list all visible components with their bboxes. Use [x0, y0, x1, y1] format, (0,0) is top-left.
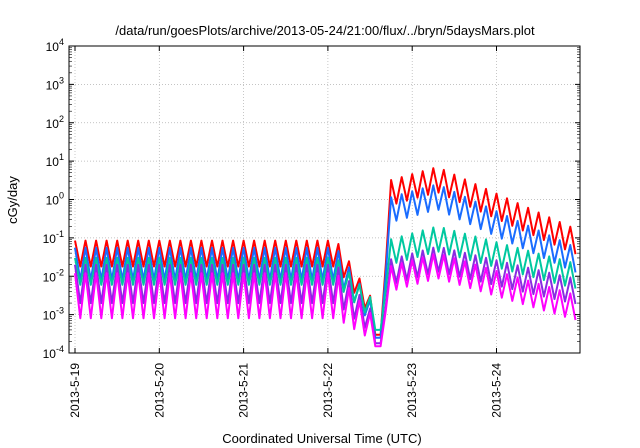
y-axis-label: cGy/day — [5, 176, 20, 224]
y-tick-label: 10-4 — [43, 344, 64, 361]
x-tick-label: 2013-5-20 — [152, 363, 166, 418]
x-tick-label: 2013-5-19 — [68, 363, 82, 418]
series-teal — [74, 226, 577, 331]
y-tick-label: 102 — [46, 114, 64, 131]
series-red — [74, 167, 577, 336]
y-tick-label: 104 — [46, 37, 64, 54]
x-tick-label: 2013-5-21 — [237, 363, 251, 418]
y-tick-label: 100 — [46, 191, 64, 208]
y-axis: 104 103 102 101 100 10-1 10-2 10-3 10-4 — [43, 37, 580, 361]
x-tick-label: 2013-5-22 — [321, 363, 335, 418]
x-axis: 2013-5-19 2013-5-20 2013-5-21 2013-5-22 2013… — [68, 46, 504, 418]
y-tick-label: 103 — [46, 75, 64, 92]
series-group — [74, 167, 577, 348]
y-tick-label: 10-1 — [43, 229, 64, 246]
y-tick-label: 10-3 — [43, 306, 64, 323]
x-tick-label: 2013-5-24 — [490, 363, 504, 418]
y-tick-label: 101 — [46, 152, 64, 169]
y-tick-label: 10-2 — [43, 267, 64, 284]
series-purple — [74, 246, 577, 345]
x-tick-label: 2013-5-23 — [405, 363, 419, 418]
series-blue — [74, 184, 577, 339]
series-magenta — [74, 253, 577, 348]
chart-title: /data/run/goesPlots/archive/2013-05-24/2… — [115, 23, 535, 38]
x-axis-label: Coordinated Universal Time (UTC) — [222, 431, 421, 446]
